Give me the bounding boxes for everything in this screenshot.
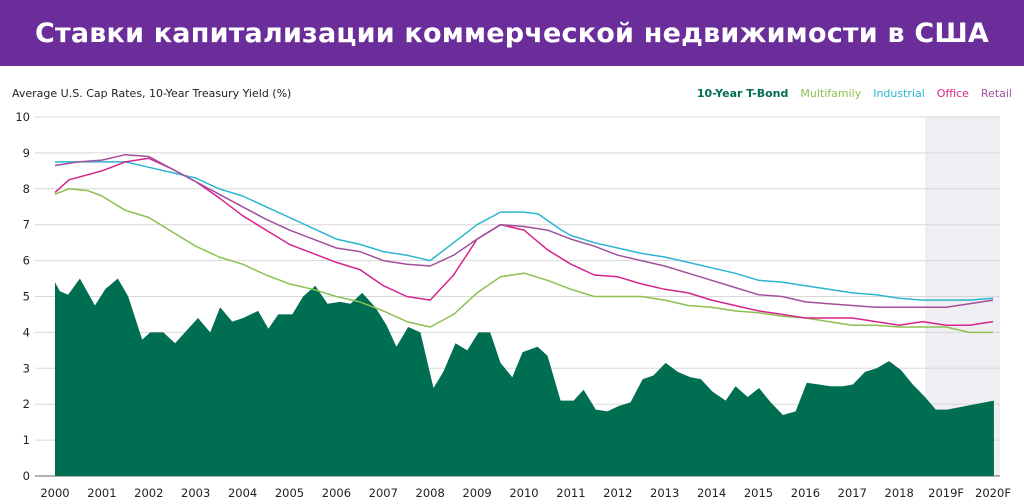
x-tick-label: 2020F: [975, 486, 1011, 500]
y-tick-label: 4: [23, 325, 30, 339]
x-tick-label: 2015: [744, 486, 773, 500]
y-tick-label: 10: [15, 110, 30, 124]
x-tick-label: 2003: [181, 486, 210, 500]
x-tick-label: 2010: [509, 486, 538, 500]
x-tick-label: 2006: [322, 486, 351, 500]
x-tick-label: 2008: [416, 486, 445, 500]
series-line-multifamily: [54, 188, 993, 334]
series-line-retail: [54, 153, 994, 309]
legend-item-office: Office: [936, 87, 969, 100]
x-tick-label: 2014: [697, 486, 726, 500]
y-tick-label: 5: [23, 290, 30, 304]
x-tick-label: 2009: [462, 486, 491, 500]
x-tick-label: 2005: [275, 486, 304, 500]
x-tick-label: 2007: [369, 486, 398, 500]
y-tick-label: 2: [23, 397, 30, 411]
y-tick-label: 9: [23, 146, 30, 160]
x-tick-label: 2019F: [928, 486, 964, 500]
y-tick-label: 8: [23, 182, 30, 196]
legend-item-industrial: Industrial: [873, 87, 925, 100]
title-banner: Ставки капитализации коммерческой недвиж…: [0, 0, 1024, 66]
x-tick-label: 2012: [603, 486, 632, 500]
y-tick-label: 3: [23, 361, 30, 375]
series-line-office: [54, 157, 994, 326]
y-tick-label: 6: [23, 254, 30, 268]
legend: 10-Year T-Bond Multifamily Industrial Offic…: [697, 87, 1012, 100]
x-tick-label: 2018: [885, 486, 914, 500]
y-axis-label: Average U.S. Cap Rates, 10-Year Treasury…: [12, 87, 292, 100]
y-tick-label: 1: [23, 433, 30, 447]
legend-item-multifamily: Multifamily: [800, 87, 862, 100]
x-tick-label: 2013: [650, 486, 679, 500]
x-tick-label: 2000: [40, 486, 69, 500]
series-area-10-year-t-bond: [55, 278, 994, 476]
y-tick-label: 7: [23, 218, 30, 232]
x-tick-label: 2011: [556, 486, 585, 500]
x-tick-label: 2016: [791, 486, 820, 500]
legend-item-retail: Retail: [980, 87, 1012, 100]
x-tick-label: 2002: [134, 486, 163, 500]
x-tick-label: 2004: [228, 486, 257, 500]
series-line-industrial: [55, 161, 994, 301]
legend-item-10-year-t-bond: 10-Year T-Bond: [696, 87, 789, 100]
x-tick-label: 2001: [87, 486, 116, 500]
x-tick-label: 2017: [838, 486, 867, 500]
y-tick-label: 0: [23, 469, 30, 483]
page-title: Ставки капитализации коммерческой недвиж…: [34, 17, 990, 49]
